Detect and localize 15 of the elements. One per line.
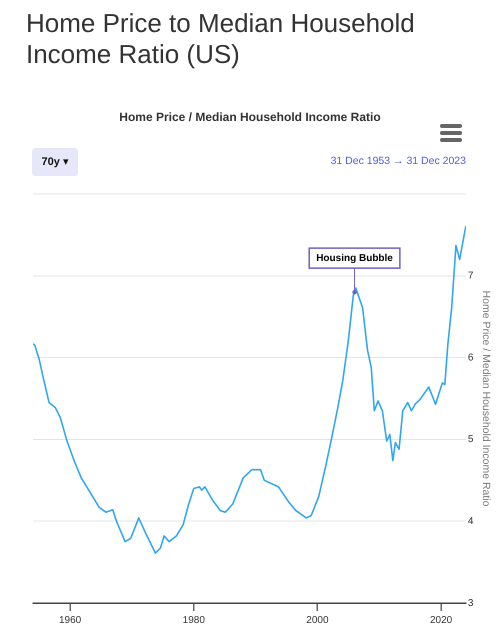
chart-title: Home Price to Median Household Income Ratio (US) <box>26 8 416 70</box>
y-tick-label: 7 <box>468 270 474 282</box>
x-tick-label: 1960 <box>58 614 82 626</box>
y-tick-label: 4 <box>468 516 474 527</box>
x-tick-label: 2020 <box>430 614 453 626</box>
chart-subtitle: Home Price / Median Household Income Ratio <box>118 110 382 124</box>
y-tick-label: 6 <box>468 352 474 364</box>
text: 31 Dec 1953 → 31 Dec 2023 <box>330 155 466 167</box>
text: 70y ▾ <box>32 148 78 176</box>
y-tick-label: 3 <box>468 598 474 609</box>
y-tick-label: 5 <box>468 434 474 446</box>
y-axis-title: Home Price / Median Household Income Ratio <box>480 290 492 507</box>
x-tick-label: 2000 <box>306 614 329 626</box>
annotation: Housing Bubble <box>316 252 394 264</box>
x-tick-label: 1980 <box>182 614 206 626</box>
